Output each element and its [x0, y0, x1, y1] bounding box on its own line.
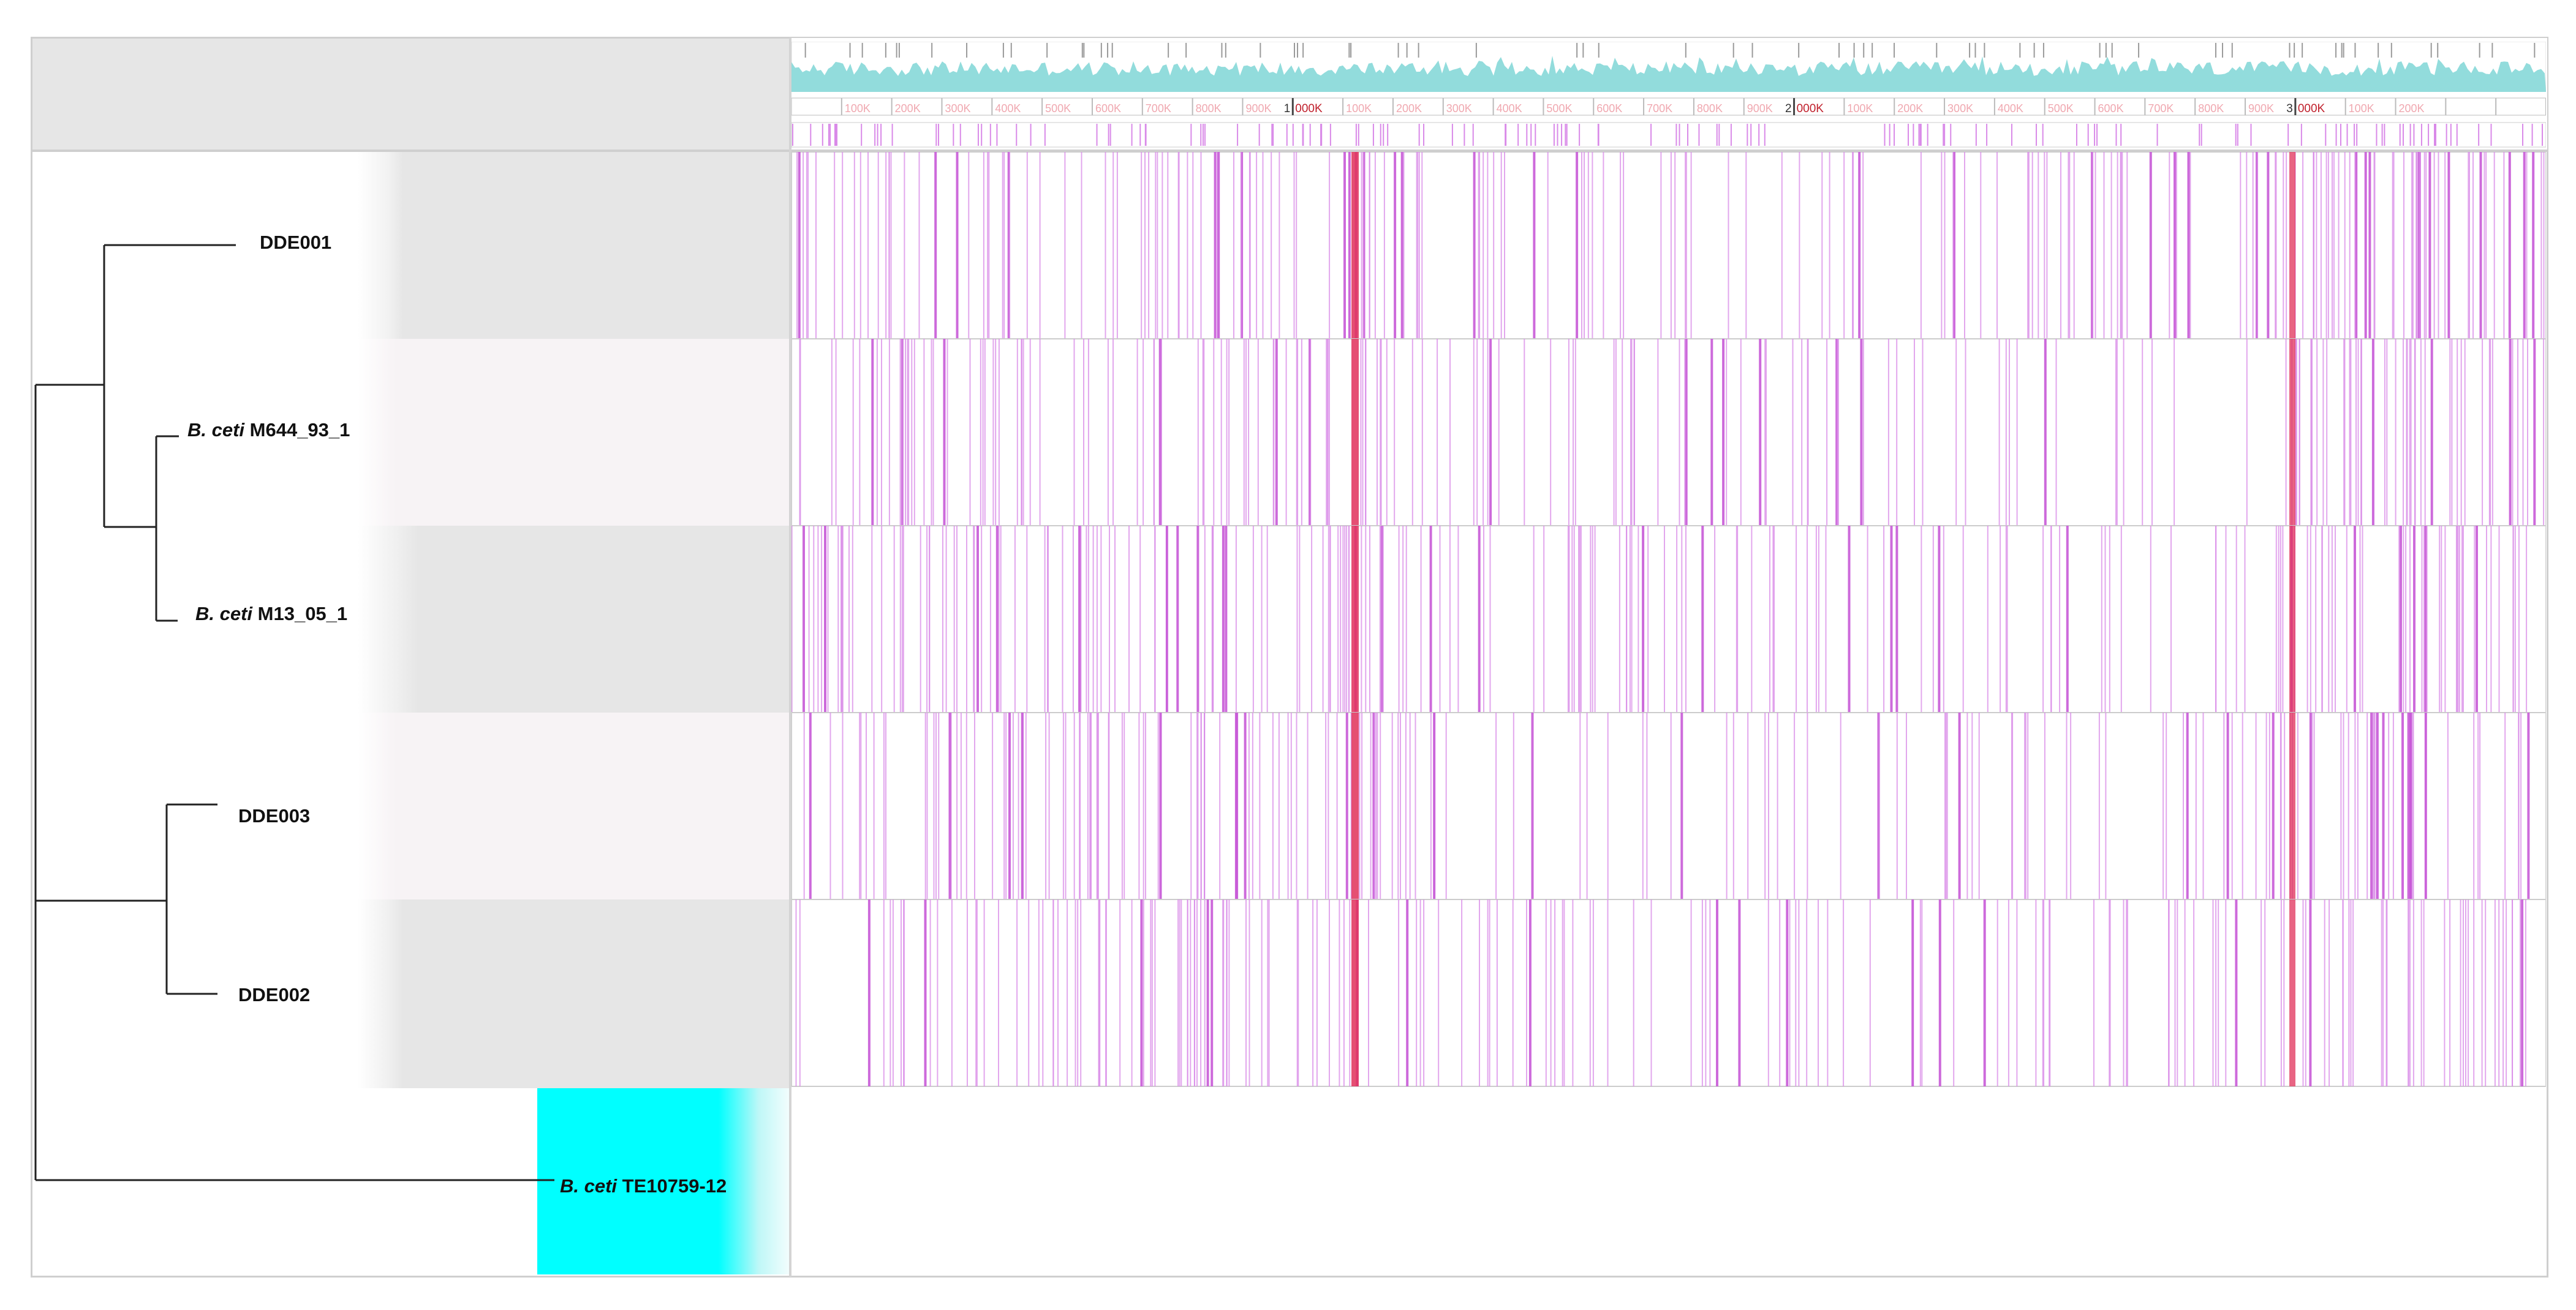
- taxon-name: M644_93_1: [244, 419, 350, 441]
- header-separator: [32, 150, 2547, 152]
- recombination-hotspot: [2289, 339, 2295, 526]
- row-bg-dde002: [32, 899, 789, 1088]
- ruler-tick-label: 300K: [945, 102, 970, 115]
- ruler-tick-label: 600K: [1596, 102, 1622, 115]
- ruler-tick-label: 200K: [2399, 102, 2425, 115]
- recombination-hotspot: [2289, 899, 2295, 1086]
- ruler-tick-label: 100K: [1847, 102, 1873, 115]
- ruler-tick-label: 600K: [2098, 102, 2124, 115]
- taxon-label-te10759[interactable]: B. ceti TE10759-12: [551, 1172, 735, 1201]
- ruler-tick-label: 100K: [1346, 102, 1372, 115]
- ruler-major-label: 000K: [1797, 102, 1824, 115]
- recombination-hotspot: [1351, 152, 1359, 339]
- ruler-tick-label: 200K: [1897, 102, 1923, 115]
- taxon-label-dde002[interactable]: DDE002: [230, 980, 319, 1010]
- ruler-major-label: 000K: [2298, 102, 2325, 115]
- genome-ruler: 100K 200K 300K 400K 500K 600K 700K 800K 900K 1 000…: [791, 97, 2546, 148]
- ruler-tick-label: 400K: [1497, 102, 1522, 115]
- tree-header-panel: [32, 39, 789, 150]
- taxon-name: DDE002: [238, 984, 311, 1005]
- panel-separator: [789, 38, 791, 1277]
- ruler-tick-label: 900K: [1747, 102, 1773, 115]
- ruler-major-label: 000K: [1295, 102, 1323, 115]
- taxon-species: B. ceti: [560, 1175, 618, 1197]
- ruler-tick-label: 600K: [1095, 102, 1121, 115]
- row-bg-m13: [32, 526, 789, 713]
- row-bg-dde003: [32, 713, 789, 899]
- ruler-tick-label: 700K: [1146, 102, 1171, 115]
- ruler-bar: [791, 97, 2546, 116]
- coverage-track: [791, 42, 2546, 92]
- genome-track-row: [791, 712, 2546, 900]
- recombination-hotspot: [1351, 526, 1359, 713]
- taxon-name: TE10759-12: [617, 1175, 727, 1197]
- ruler-tick-label: 200K: [1396, 102, 1422, 115]
- ruler-major-label: 3: [2286, 102, 2293, 115]
- ruler-tick-label: 800K: [1196, 102, 1222, 115]
- snp-tracks: [791, 152, 2546, 1087]
- genome-track-row: [791, 525, 2546, 713]
- row-bg-m644: [32, 339, 789, 526]
- ruler-tick-label: 900K: [1245, 102, 1271, 115]
- recombination-hotspot: [1351, 899, 1359, 1086]
- ruler-major-label: 1: [1284, 102, 1291, 115]
- ruler-tick-label: 100K: [2349, 102, 2374, 115]
- highlighted-taxon-box[interactable]: [537, 1088, 789, 1274]
- ruler-tick-label: 100K: [845, 102, 871, 115]
- ruler-tick-label: 700K: [1647, 102, 1672, 115]
- genome-track-row: [791, 338, 2546, 526]
- ruler-tick-label: 400K: [1998, 102, 2023, 115]
- taxon-label-dde003[interactable]: DDE003: [230, 801, 319, 831]
- coverage-profile: [791, 56, 2546, 92]
- recombination-hotspot: [2289, 526, 2295, 713]
- taxon-species: B. ceti: [187, 419, 245, 441]
- ruler-tick-label: 800K: [2198, 102, 2224, 115]
- taxon-label-m644[interactable]: B. ceti M644_93_1: [179, 415, 359, 445]
- genome-track-row: [791, 899, 2546, 1087]
- ruler-tick-label: 200K: [895, 102, 921, 115]
- recombination-hotspot: [2289, 152, 2295, 339]
- taxon-name: DDE001: [260, 232, 332, 253]
- ruler-tick-label: 500K: [1546, 102, 1572, 115]
- ruler-tick-label: 500K: [2048, 102, 2074, 115]
- recombination-hotspot: [2289, 713, 2295, 899]
- taxon-name: M13_05_1: [252, 603, 348, 624]
- ruler-tick-label: 500K: [1045, 102, 1071, 115]
- ruler-tick-label: 300K: [1446, 102, 1472, 115]
- ruler-tick-label: 900K: [2248, 102, 2274, 115]
- recombination-hotspot: [1351, 339, 1359, 526]
- recombination-hotspot: [1351, 713, 1359, 899]
- ruler-tick-label: 400K: [995, 102, 1021, 115]
- taxon-species: B. ceti: [195, 603, 253, 624]
- ruler-major-label: 2: [1785, 102, 1792, 115]
- ruler-tick-label: 300K: [1947, 102, 1973, 115]
- ruler-tick-label: 700K: [2148, 102, 2174, 115]
- taxon-name: DDE003: [238, 805, 311, 827]
- ruler-snp-strip: [791, 122, 2546, 148]
- taxon-label-dde001[interactable]: DDE001: [251, 228, 341, 257]
- ruler-tick-label: 800K: [1697, 102, 1723, 115]
- phylogenetic-tree: [34, 244, 554, 1181]
- taxon-label-m13[interactable]: B. ceti M13_05_1: [187, 599, 357, 629]
